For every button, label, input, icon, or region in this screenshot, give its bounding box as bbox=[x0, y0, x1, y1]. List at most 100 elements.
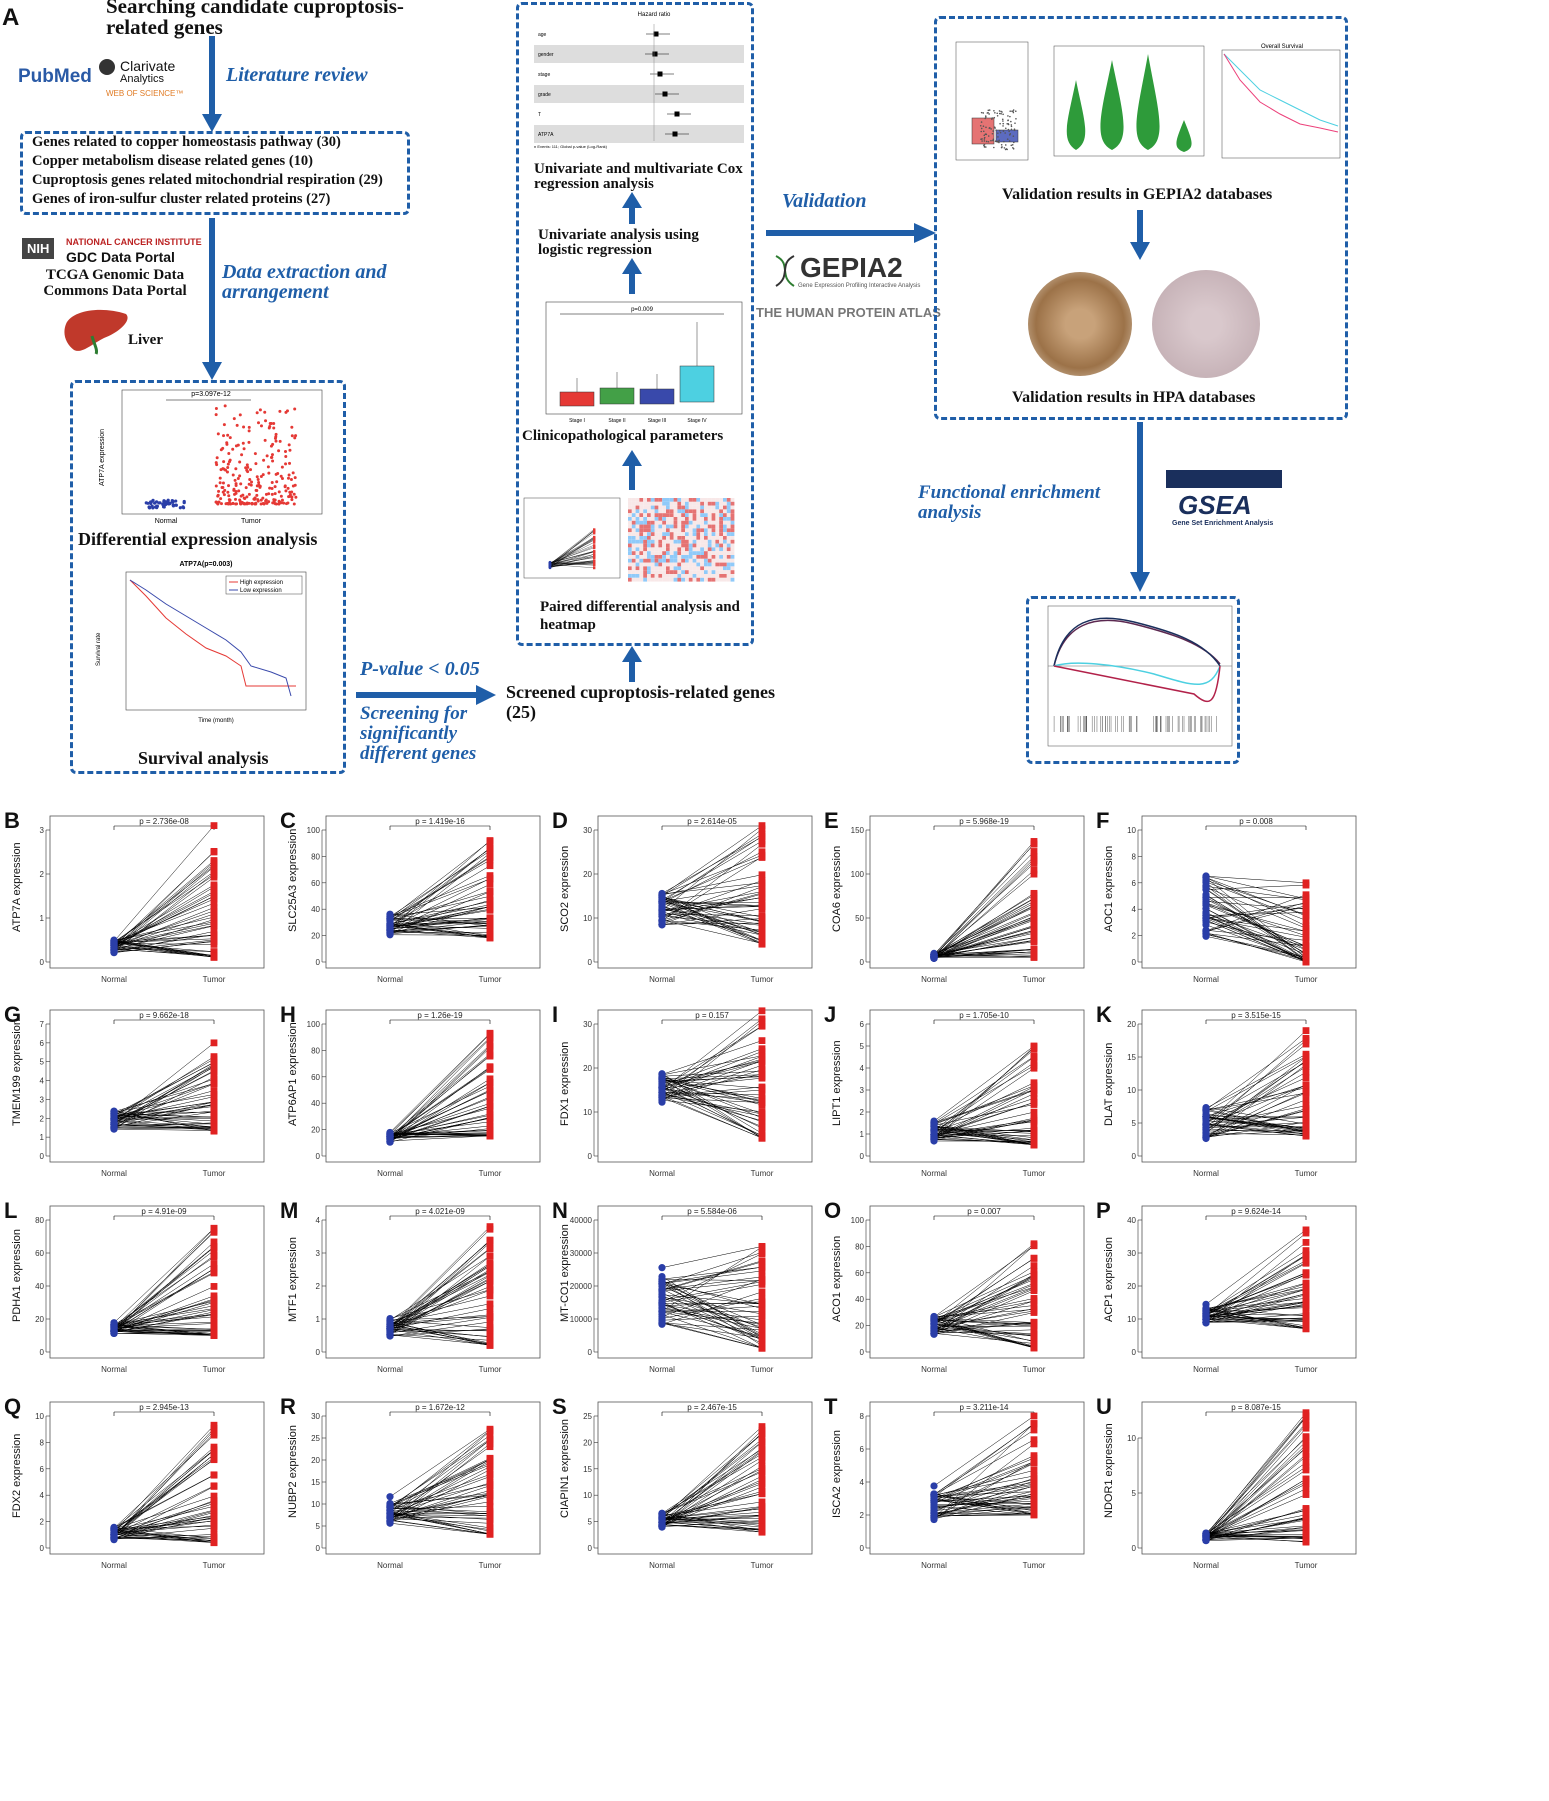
tumor-point bbox=[758, 840, 766, 848]
forest-row-label: grade bbox=[538, 92, 551, 98]
pair-line bbox=[1205, 1040, 1307, 1129]
paired-plot-j: 0 1 2 3 4 5 6 LIPT1 expression p = 1.705e-10 Norm… bbox=[831, 1009, 1085, 1178]
tumor-point bbox=[486, 881, 494, 888]
p-value-text: p = 1.672e-12 bbox=[415, 1403, 465, 1412]
pair-line bbox=[661, 1447, 763, 1523]
diff-p-text: p=3.097e-12 bbox=[191, 391, 231, 398]
pair-line bbox=[1205, 1447, 1307, 1540]
gsea-sub: Gene Set Enrichment Analysis bbox=[1172, 520, 1274, 527]
y-tick: 0 bbox=[40, 1348, 45, 1357]
pair-line bbox=[113, 825, 215, 942]
tumor-point bbox=[1030, 1279, 1038, 1287]
pair-line bbox=[1205, 901, 1307, 932]
y-tick: 10 bbox=[583, 914, 592, 923]
pair-line bbox=[933, 843, 1035, 958]
pair-line bbox=[389, 1501, 491, 1518]
pair-line bbox=[389, 1133, 491, 1136]
pair-line bbox=[1205, 1514, 1307, 1535]
tumor-point bbox=[1030, 1472, 1038, 1480]
pair-line bbox=[113, 913, 215, 948]
tumor-point bbox=[486, 1044, 494, 1052]
tumor-point bbox=[1302, 942, 1310, 950]
pair-line bbox=[933, 1045, 1035, 1122]
y-tick: 10 bbox=[311, 1500, 320, 1509]
pair-line bbox=[389, 1069, 491, 1137]
pair-line bbox=[1205, 1417, 1307, 1540]
tumor-point bbox=[486, 1300, 494, 1308]
y-tick: 100 bbox=[851, 1216, 865, 1225]
arrow-up-3 bbox=[622, 258, 642, 294]
pair-line bbox=[661, 1074, 763, 1139]
normal-point bbox=[930, 1323, 938, 1332]
normal-point bbox=[110, 1534, 118, 1542]
svg-text:Stage I: Stage I bbox=[569, 418, 585, 424]
tumor-point bbox=[1030, 1141, 1038, 1149]
y-axis-label: LIPT1 expression bbox=[831, 1040, 843, 1126]
tumor-point bbox=[1030, 866, 1038, 874]
pair-line bbox=[1205, 1132, 1307, 1136]
tumor-point bbox=[1302, 1229, 1310, 1237]
pair-line bbox=[113, 934, 215, 943]
pair-line bbox=[661, 1260, 763, 1291]
panel-label-b: B bbox=[4, 808, 20, 833]
tumor-point bbox=[1302, 1113, 1310, 1121]
pair-line bbox=[389, 1067, 491, 1137]
normal-point bbox=[658, 1299, 666, 1307]
pair-line bbox=[933, 1049, 1035, 1135]
tumor-point bbox=[1030, 1098, 1038, 1106]
pair-line bbox=[661, 1061, 763, 1088]
pair-line bbox=[113, 1090, 215, 1118]
pair-line bbox=[113, 1330, 215, 1336]
y-tick: 10 bbox=[1127, 1434, 1136, 1443]
tumor-point bbox=[1302, 1506, 1310, 1514]
svg-text:Tumor: Tumor bbox=[241, 518, 262, 525]
pair-line bbox=[661, 1321, 763, 1349]
pair-line bbox=[661, 1099, 763, 1113]
tumor-point bbox=[1302, 1251, 1310, 1259]
panel-label-l: L bbox=[4, 1198, 18, 1223]
pair-line bbox=[1205, 934, 1307, 958]
pair-line bbox=[661, 900, 763, 906]
normal-point bbox=[930, 1330, 938, 1338]
pair-line bbox=[113, 1486, 215, 1540]
tumor-point bbox=[758, 1498, 766, 1506]
pair-line bbox=[113, 1330, 215, 1334]
tumor-point bbox=[486, 1491, 494, 1499]
pair-line bbox=[113, 944, 215, 957]
pair-line bbox=[113, 1101, 215, 1124]
pair-line bbox=[661, 1055, 763, 1076]
pair-line bbox=[933, 860, 1035, 959]
gepia-logo: GEPIA2 bbox=[800, 252, 903, 283]
tumor-point bbox=[1302, 1511, 1310, 1519]
tumor-point bbox=[758, 1490, 766, 1498]
tumor-point bbox=[486, 1086, 494, 1094]
pair-line bbox=[1205, 1462, 1307, 1535]
pair-line bbox=[661, 844, 763, 922]
pair-line bbox=[933, 1463, 1035, 1513]
tumor-point bbox=[758, 1022, 766, 1030]
pair-line bbox=[933, 1498, 1035, 1509]
normal-point bbox=[930, 1121, 938, 1130]
pair-line bbox=[661, 1284, 763, 1303]
normal-point bbox=[658, 892, 666, 900]
pair-line bbox=[1205, 918, 1307, 960]
pair-line bbox=[389, 917, 491, 930]
y-tick: 15 bbox=[583, 1465, 592, 1474]
y-tick: 3 bbox=[40, 826, 45, 835]
pair-line bbox=[661, 1524, 763, 1531]
pair-line bbox=[1205, 1053, 1307, 1109]
pair-line bbox=[1205, 1301, 1307, 1312]
tumor-point bbox=[1030, 1493, 1038, 1501]
pair-line bbox=[389, 908, 491, 928]
pair-line bbox=[661, 1076, 763, 1082]
tumor-point bbox=[1030, 859, 1038, 867]
tumor-point bbox=[1030, 953, 1038, 961]
normal-point bbox=[658, 1318, 666, 1326]
pair-line bbox=[933, 1286, 1035, 1319]
tumor-point bbox=[1302, 1538, 1310, 1546]
tumor-point bbox=[758, 1248, 766, 1256]
paired-plot-r: 0 5 10 15 20 25 30 NUBP2 expression p = 1.672e-1… bbox=[287, 1401, 541, 1570]
y-tick: 80 bbox=[855, 1242, 864, 1251]
pair-line bbox=[933, 1483, 1035, 1499]
pair-line bbox=[661, 1288, 763, 1337]
